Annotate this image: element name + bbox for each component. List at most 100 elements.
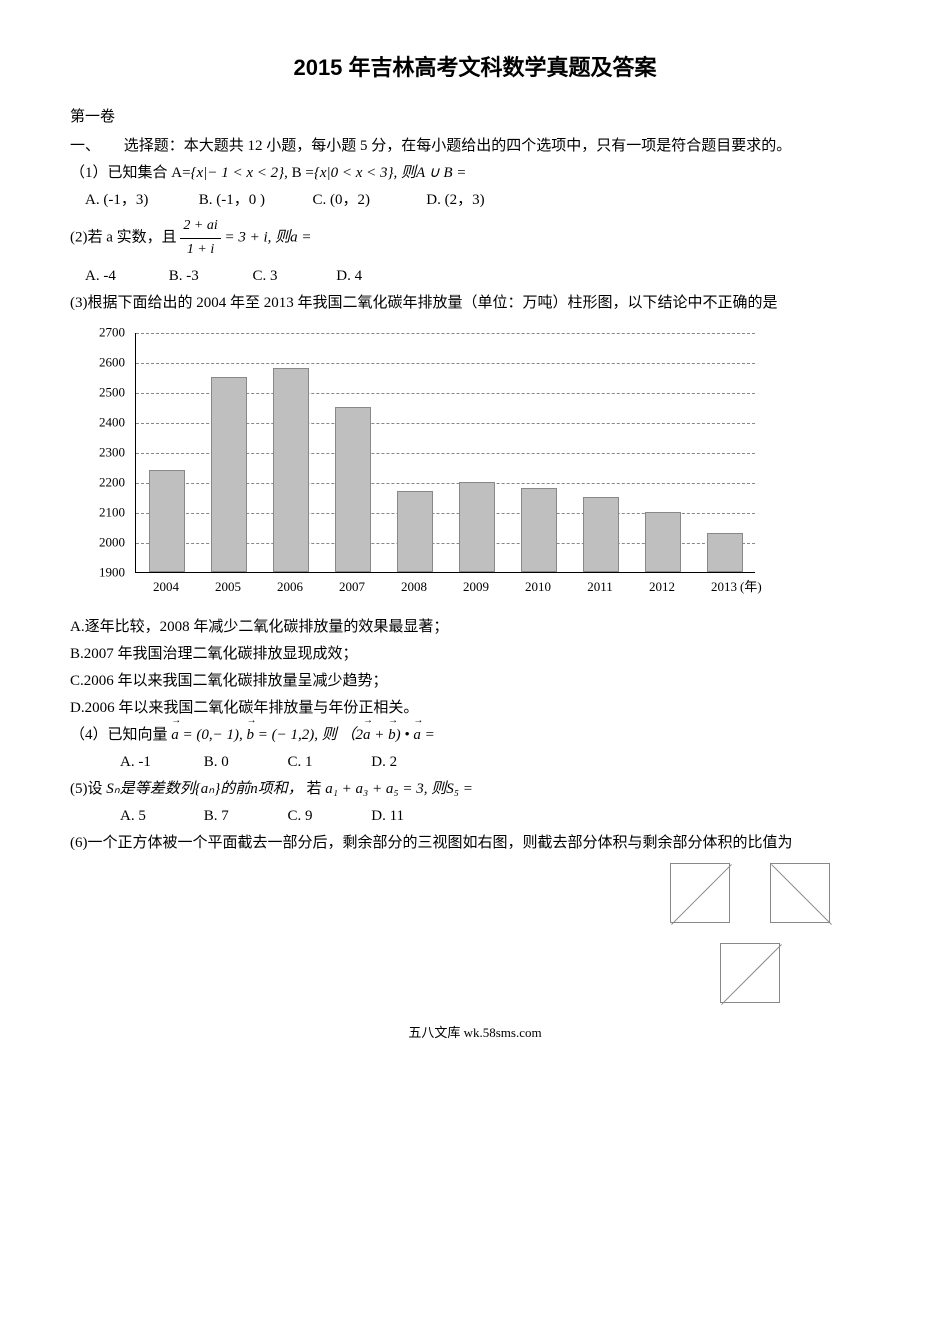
q5-mid: 若 xyxy=(306,781,321,797)
q5-prefix: (5)设 xyxy=(70,781,103,797)
q1-opt-a: A. (-1，3) xyxy=(85,188,195,212)
q5-opt-b: B. 7 xyxy=(204,804,284,828)
bar xyxy=(583,497,619,572)
q2-opt-d: D. 4 xyxy=(336,264,416,288)
q2-suffix: = 3 + i, 则a = xyxy=(225,230,312,246)
q4-opt-c: C. 1 xyxy=(288,750,368,774)
q4-plus: + xyxy=(371,727,389,743)
question-4: （4）已知向量 a = (0,− 1), b = (− 1,2), 则 （2a … xyxy=(70,723,880,747)
bar xyxy=(459,482,495,572)
page-footer: 五八文库 wk.58sms.com xyxy=(70,1023,880,1044)
q2-opt-a: A. -4 xyxy=(85,264,165,288)
q4-vec-b: b xyxy=(247,723,255,747)
three-view-diagram xyxy=(650,863,850,1023)
x-tick-label: 2007 xyxy=(339,577,365,598)
y-tick-label: 2100 xyxy=(99,503,125,524)
q4-opt-b: B. 0 xyxy=(204,750,284,774)
q3-opt-c: C.2006 年以来我国二氧化碳排放量呈减少趋势； xyxy=(70,669,880,693)
question-5: (5)设 Sₙ是等差数列{aₙ}的前n项和， 若 a₁ + a₃ + a₅ = … xyxy=(70,777,880,801)
diagonal-line xyxy=(671,864,732,925)
q1-opt-c: C. (0，2) xyxy=(313,188,423,212)
y-tick-label: 2200 xyxy=(99,473,125,494)
q5-opt-c: C. 9 xyxy=(288,804,368,828)
q4-eq-b: = (− 1,2), 则 （2 xyxy=(254,727,363,743)
q1-suffix: , 则A ∪ B = xyxy=(394,165,467,181)
q1-prefix: （1）已知集合 A= xyxy=(70,165,191,181)
x-tick-label: 2008 xyxy=(401,577,427,598)
q5-opt-a: A. 5 xyxy=(120,804,200,828)
bar xyxy=(521,488,557,572)
three-view-top-row xyxy=(650,863,850,923)
view-side xyxy=(770,863,830,923)
bar xyxy=(273,368,309,572)
x-tick-label: 2012 xyxy=(649,577,675,598)
bar xyxy=(645,512,681,572)
x-tick-label: 2013 xyxy=(711,577,737,598)
y-tick-label: 1900 xyxy=(99,563,125,584)
q3-opt-a: A.逐年比较，2008 年减少二氧化碳排放量的效果最显著； xyxy=(70,615,880,639)
q2-frac-num: 2 + ai xyxy=(180,215,220,238)
part1-text: 选择题：本大题共 12 小题，每小题 5 分，在每小题给出的四个选项中，只有一项… xyxy=(124,138,792,154)
x-tick-label: 2004 xyxy=(153,577,179,598)
three-view-bottom-row xyxy=(650,943,850,1003)
bar xyxy=(149,470,185,572)
x-tick-label: 2006 xyxy=(277,577,303,598)
q1-mid: , B = xyxy=(284,165,314,181)
question-2: (2)若 a 实数，且 2 + ai 1 + i = 3 + i, 则a = xyxy=(70,215,880,261)
bar xyxy=(335,407,371,572)
chart-x-unit: (年) xyxy=(740,577,762,598)
q4-eq-a: = (0,− 1), xyxy=(179,727,243,743)
q2-opt-c: C. 3 xyxy=(253,264,333,288)
q4-opt-a: A. -1 xyxy=(120,750,200,774)
co2-bar-chart: 190020002100220023002400250026002700 200… xyxy=(80,325,780,605)
q5-options: A. 5 B. 7 C. 9 D. 11 xyxy=(85,804,880,828)
q3-opt-d: D.2006 年以来我国二氧化碳年排放量与年份正相关。 xyxy=(70,696,880,720)
q4-vec-a: a xyxy=(171,723,179,747)
diagonal-line xyxy=(721,944,782,1005)
bar xyxy=(397,491,433,572)
x-tick-label: 2009 xyxy=(463,577,489,598)
q2-opt-b: B. -3 xyxy=(169,264,249,288)
q5-sn: Sₙ是等差数列{aₙ}的前n项和， xyxy=(106,781,302,797)
q4-vec-b2: b xyxy=(388,723,396,747)
q4-opt-d: D. 2 xyxy=(371,750,451,774)
section-label: 第一卷 xyxy=(70,105,880,129)
view-front xyxy=(670,863,730,923)
q2-prefix: (2)若 a 实数，且 xyxy=(70,230,177,246)
bar xyxy=(707,533,743,572)
y-tick-label: 2000 xyxy=(99,533,125,554)
y-tick-label: 2400 xyxy=(99,413,125,434)
q5-opt-d: D. 11 xyxy=(371,804,451,828)
diagonal-line xyxy=(771,864,832,925)
question-3: (3)根据下面给出的 2004 年至 2013 年我国二氧化碳年排放量（单位：万… xyxy=(70,291,880,315)
q1-set-a: {x|− 1 < x < 2} xyxy=(191,165,285,181)
q2-frac-den: 1 + i xyxy=(180,239,220,261)
q4-vec-a3: a xyxy=(413,723,421,747)
bar xyxy=(211,377,247,572)
q3-opt-b: B.2007 年我国治理二氧化碳排放显现成效； xyxy=(70,642,880,666)
view-top xyxy=(720,943,780,1003)
gridline xyxy=(136,333,755,334)
q1-set-b: {x|0 < x < 3} xyxy=(314,165,394,181)
question-6: (6)一个正方体被一个平面截去一部分后，剩余部分的三视图如右图，则截去部分体积与… xyxy=(70,831,880,855)
q4-vec-a2: a xyxy=(363,723,371,747)
y-tick-label: 2500 xyxy=(99,383,125,404)
chart-plot-area xyxy=(135,333,755,573)
x-tick-label: 2005 xyxy=(215,577,241,598)
gridline xyxy=(136,363,755,364)
q4-eq-end: = xyxy=(421,727,435,743)
page-title: 2015 年吉林高考文科数学真题及答案 xyxy=(70,50,880,85)
y-tick-label: 2700 xyxy=(99,323,125,344)
q4-prefix: （4）已知向量 xyxy=(70,727,168,743)
chart-y-axis: 190020002100220023002400250026002700 xyxy=(80,325,130,595)
q1-options: A. (-1，3) B. (-1，0 ) C. (0，2) D. (2，3) xyxy=(85,188,880,212)
q1-opt-d: D. (2，3) xyxy=(426,188,536,212)
part1-label: 一、 xyxy=(70,138,100,154)
y-tick-label: 2300 xyxy=(99,443,125,464)
x-tick-label: 2010 xyxy=(525,577,551,598)
q4-options: A. -1 B. 0 C. 1 D. 2 xyxy=(85,750,880,774)
q4-dot: ) • xyxy=(396,727,414,743)
part1-intro: 一、 选择题：本大题共 12 小题，每小题 5 分，在每小题给出的四个选项中，只… xyxy=(70,134,880,158)
q1-opt-b: B. (-1，0 ) xyxy=(199,188,309,212)
q2-options: A. -4 B. -3 C. 3 D. 4 xyxy=(85,264,880,288)
